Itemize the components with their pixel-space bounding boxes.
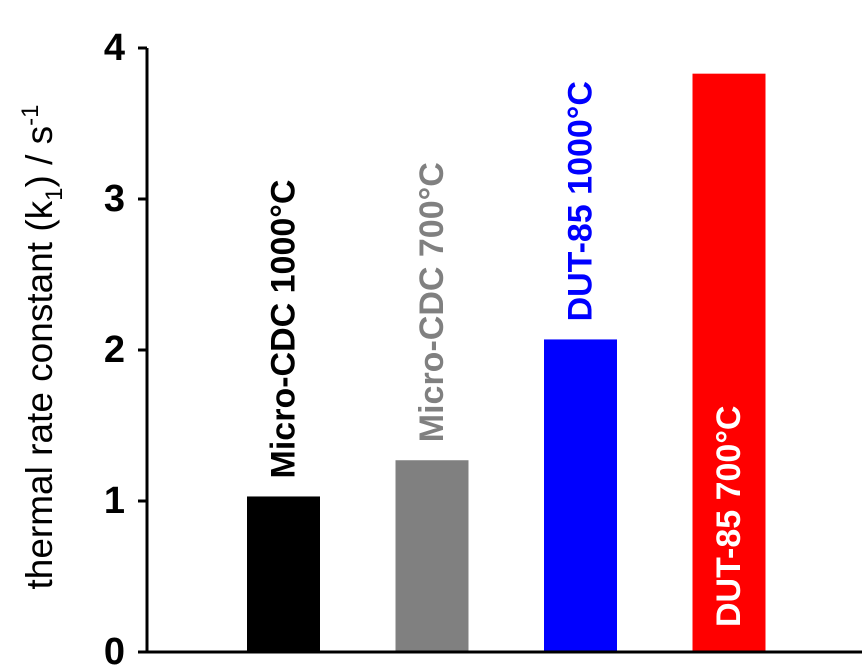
bar-3 <box>692 73 766 653</box>
y-tick-label-3: 3 <box>104 178 125 220</box>
y-tick-label-2: 2 <box>104 329 125 371</box>
bar-label-0: Micro-CDC 1000°C <box>265 180 303 479</box>
y-axis-ticks: 0 1 2 3 4 <box>104 27 147 665</box>
y-axis-title: thermal rate constant (k1) / s-1 <box>17 104 68 589</box>
bar-label-1: Micro-CDC 700°C <box>413 162 451 442</box>
bar-2 <box>544 339 617 652</box>
bars <box>247 73 766 653</box>
bar-0 <box>247 496 320 652</box>
bar-label-3: DUT-85 700°C <box>710 406 748 627</box>
bar-1 <box>395 460 469 652</box>
y-tick-label-1: 1 <box>104 480 125 522</box>
bar-label-2: DUT-85 1000°C <box>562 81 600 321</box>
y-tick-label-4: 4 <box>104 27 125 69</box>
y-tick-label-0: 0 <box>104 631 125 665</box>
y-axis-title-text: thermal rate constant (k1) / s-1 <box>17 104 68 589</box>
bar-labels: Micro-CDC 1000°C Micro-CDC 700°C DUT-85 10… <box>265 81 749 627</box>
